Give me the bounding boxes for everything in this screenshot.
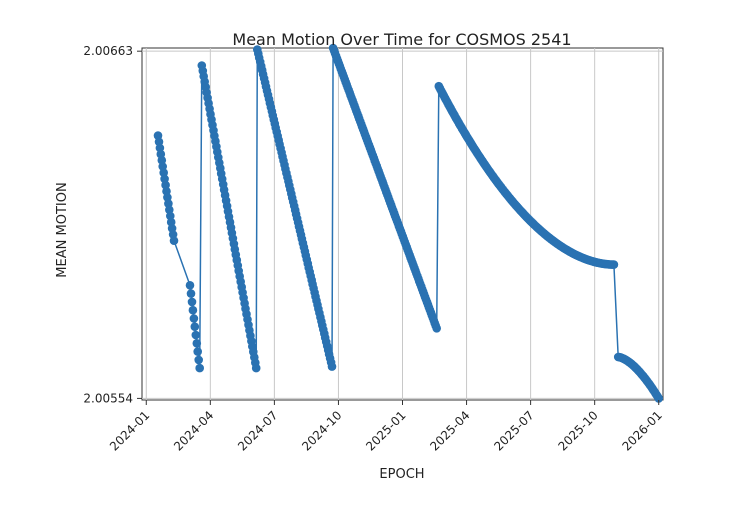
data-point xyxy=(654,394,663,403)
series-cosmos-2541 xyxy=(153,43,663,403)
x-tick-label: 2025-10 xyxy=(555,408,600,453)
data-point xyxy=(189,314,199,323)
x-tick-label: 2025-01 xyxy=(363,408,408,453)
x-tick-label: 2024-07 xyxy=(235,408,280,453)
data-point xyxy=(194,355,203,365)
x-tick-label: 2024-01 xyxy=(107,408,152,453)
x-tick-label: 2024-10 xyxy=(299,408,344,453)
data-point xyxy=(188,305,198,315)
y-tick-label: 2.00663 xyxy=(83,44,133,58)
data-point xyxy=(195,363,204,373)
x-tick-label: 2025-07 xyxy=(491,408,536,453)
x-tick-label: 2025-04 xyxy=(427,408,472,453)
data-point xyxy=(432,324,442,333)
data-point xyxy=(191,330,201,340)
chart-title: Mean Motion Over Time for COSMOS 2541 xyxy=(232,30,571,49)
x-tick-label: 2026-01 xyxy=(619,408,664,453)
x-axis-label: EPOCH xyxy=(379,467,424,482)
y-axis-label: MEAN MOTION xyxy=(55,182,70,277)
data-point xyxy=(187,297,197,307)
data-point xyxy=(190,322,200,332)
x-tick-label: 2024-04 xyxy=(171,408,216,453)
data-point xyxy=(185,281,195,290)
data-point xyxy=(609,260,619,269)
y-tick-label: 2.00554 xyxy=(83,391,133,405)
data-point xyxy=(193,347,202,356)
data-point xyxy=(192,339,202,348)
data-point xyxy=(169,236,179,245)
data-point xyxy=(327,362,337,371)
data-point xyxy=(186,289,196,298)
data-point xyxy=(251,363,261,373)
